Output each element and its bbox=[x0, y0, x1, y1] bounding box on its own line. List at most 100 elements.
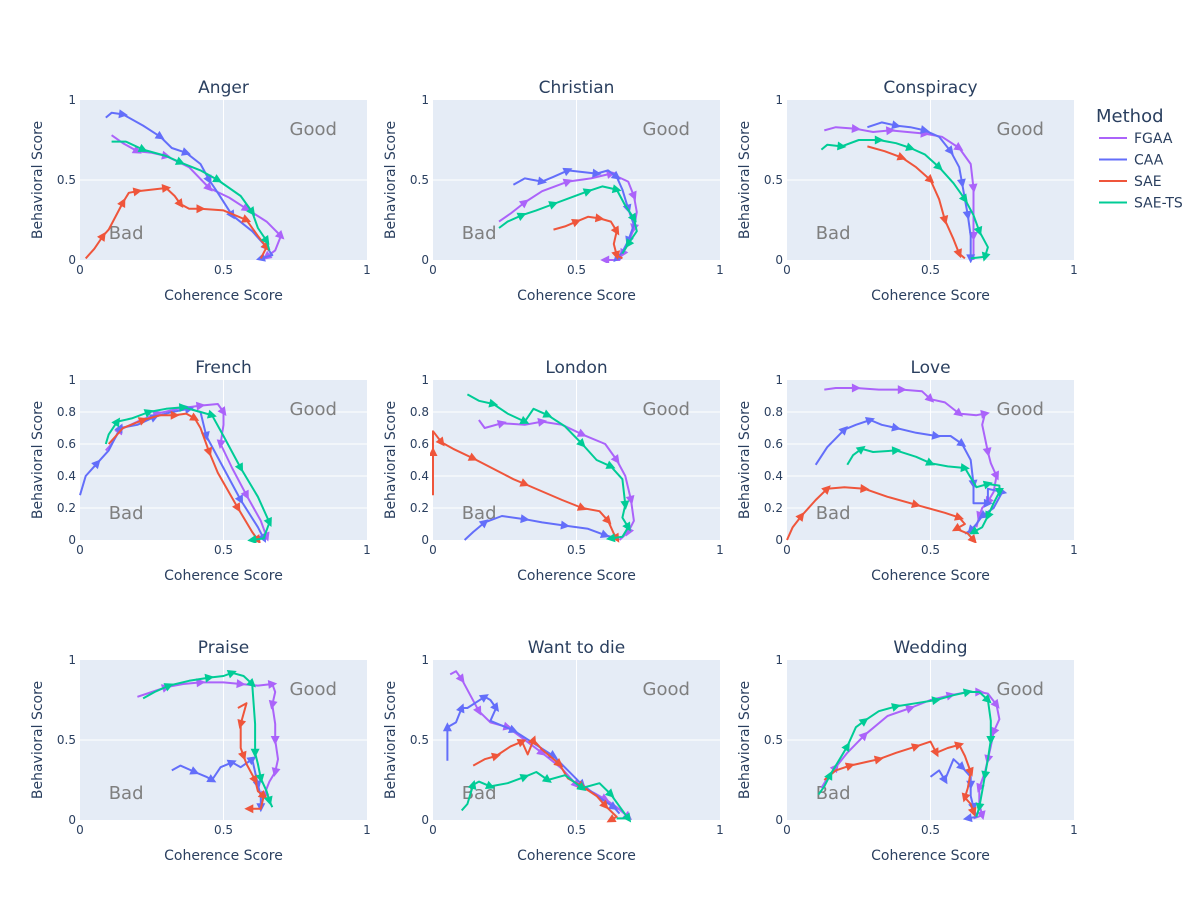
y-axis-label: Behavioral Score bbox=[383, 681, 399, 799]
y-tick-label: 0.8 bbox=[764, 405, 783, 419]
data-point-marker bbox=[628, 190, 637, 201]
data-point-marker bbox=[966, 254, 976, 263]
y-tick-label: 0.2 bbox=[57, 501, 76, 515]
data-point-marker bbox=[244, 804, 254, 814]
data-point-marker bbox=[520, 514, 530, 524]
legend-label: FGAA bbox=[1134, 131, 1173, 147]
panel-title: Conspiracy bbox=[883, 78, 977, 98]
data-point-marker bbox=[975, 802, 985, 813]
data-point-marker bbox=[965, 766, 974, 777]
data-point-marker bbox=[599, 529, 610, 539]
data-point-marker bbox=[620, 500, 630, 510]
bad-corner-label: Bad bbox=[816, 503, 851, 524]
data-point-marker bbox=[967, 534, 977, 543]
data-point-marker bbox=[858, 731, 868, 742]
y-tick-label: 0.6 bbox=[410, 437, 429, 451]
data-point-marker bbox=[274, 229, 285, 240]
bad-corner-label: Bad bbox=[816, 783, 851, 804]
data-point-marker bbox=[896, 151, 907, 161]
data-point-marker bbox=[953, 248, 962, 259]
x-axis-label: Coherence Score bbox=[871, 288, 990, 304]
data-point-marker bbox=[189, 766, 200, 775]
bad-corner-label: Bad bbox=[109, 503, 144, 524]
x-tick-label: 0.5 bbox=[921, 263, 940, 277]
good-corner-label: Good bbox=[997, 119, 1044, 140]
data-point-marker bbox=[625, 238, 635, 249]
data-point-marker bbox=[924, 173, 935, 184]
data-point-marker bbox=[627, 212, 637, 223]
data-point-marker bbox=[625, 495, 635, 505]
data-point-marker bbox=[990, 470, 999, 481]
data-point-marker bbox=[238, 750, 247, 761]
data-point-marker bbox=[240, 489, 249, 500]
y-axis-label: Behavioral Score bbox=[383, 401, 399, 519]
panel-conspiracy: Good Bad 0 0.5 1 0 0.5 1 Coherence Score Behavior… bbox=[737, 78, 1078, 304]
data-point-marker bbox=[960, 463, 970, 473]
panel-wedding: Good Bad 0 0.5 1 0 0.5 1 Coherence Score Behavior… bbox=[737, 638, 1078, 864]
series-line-sae-ts bbox=[820, 139, 989, 260]
data-point-marker bbox=[255, 773, 265, 784]
panel-anger: Good Bad 0 0.5 1 0 0.5 1 Coherence Score Behavior… bbox=[30, 78, 371, 304]
panel-title: Christian bbox=[539, 78, 615, 98]
data-point-marker bbox=[962, 210, 972, 221]
series-sae-ts bbox=[498, 184, 638, 255]
x-tick-label: 1 bbox=[1070, 543, 1078, 557]
data-point-marker bbox=[978, 510, 989, 519]
data-point-marker bbox=[991, 726, 1000, 737]
bad-corner-label: Bad bbox=[462, 503, 497, 524]
series-sae-ts bbox=[460, 771, 632, 823]
data-point-marker bbox=[841, 742, 850, 753]
data-point-marker bbox=[478, 519, 489, 529]
data-point-marker bbox=[891, 422, 901, 432]
y-tick-label: 0.2 bbox=[410, 501, 429, 515]
data-point-marker bbox=[571, 218, 582, 228]
y-tick-label: 0 bbox=[775, 813, 783, 827]
x-axis-label: Coherence Score bbox=[517, 848, 636, 864]
y-tick-label: 0.4 bbox=[764, 469, 783, 483]
panel-praise: Good Bad 0 0.5 1 0 0.5 1 Coherence Score Behavior… bbox=[30, 638, 371, 864]
panel-christian: Good Bad 0 0.5 1 0 0.5 1 Coherence Score Behavior… bbox=[383, 78, 724, 304]
data-point-marker bbox=[212, 174, 223, 183]
x-axis-label: Coherence Score bbox=[871, 848, 990, 864]
data-point-marker bbox=[271, 767, 281, 777]
data-point-marker bbox=[270, 736, 280, 745]
data-point-marker bbox=[821, 485, 831, 495]
x-tick-label: 0 bbox=[76, 543, 84, 557]
y-tick-label: 0 bbox=[775, 253, 783, 267]
series-sae-ts bbox=[111, 140, 271, 251]
data-point-marker bbox=[137, 417, 148, 426]
data-point-marker bbox=[864, 417, 875, 426]
data-point-marker bbox=[490, 702, 500, 713]
data-point-marker bbox=[594, 213, 605, 223]
x-tick-label: 0.5 bbox=[214, 263, 233, 277]
data-point-marker bbox=[606, 814, 617, 823]
data-point-marker bbox=[981, 251, 991, 262]
y-tick-label: 1 bbox=[421, 373, 429, 387]
data-point-marker bbox=[851, 383, 861, 393]
series-sae bbox=[84, 183, 270, 260]
y-tick-label: 0 bbox=[68, 813, 76, 827]
data-point-marker bbox=[611, 250, 621, 261]
data-point-marker bbox=[962, 813, 973, 823]
y-axis-label: Behavioral Score bbox=[30, 401, 46, 519]
series-sae bbox=[867, 145, 966, 260]
x-tick-label: 0.5 bbox=[567, 543, 586, 557]
data-point-marker bbox=[196, 204, 206, 214]
series-sae-ts bbox=[104, 403, 272, 543]
y-tick-label: 0.5 bbox=[410, 173, 429, 187]
data-point-marker bbox=[956, 178, 966, 189]
data-point-marker bbox=[247, 534, 257, 543]
data-point-marker bbox=[97, 231, 106, 242]
data-point-marker bbox=[985, 510, 994, 521]
data-point-marker bbox=[622, 812, 632, 823]
data-point-marker bbox=[982, 447, 992, 457]
data-point-marker bbox=[249, 774, 258, 785]
series-sae bbox=[237, 702, 268, 814]
x-axis-label: Coherence Score bbox=[517, 288, 636, 304]
bad-corner-label: Bad bbox=[109, 783, 144, 804]
data-point-marker bbox=[611, 184, 622, 194]
data-point-marker bbox=[491, 752, 501, 762]
data-point-marker bbox=[548, 201, 559, 210]
